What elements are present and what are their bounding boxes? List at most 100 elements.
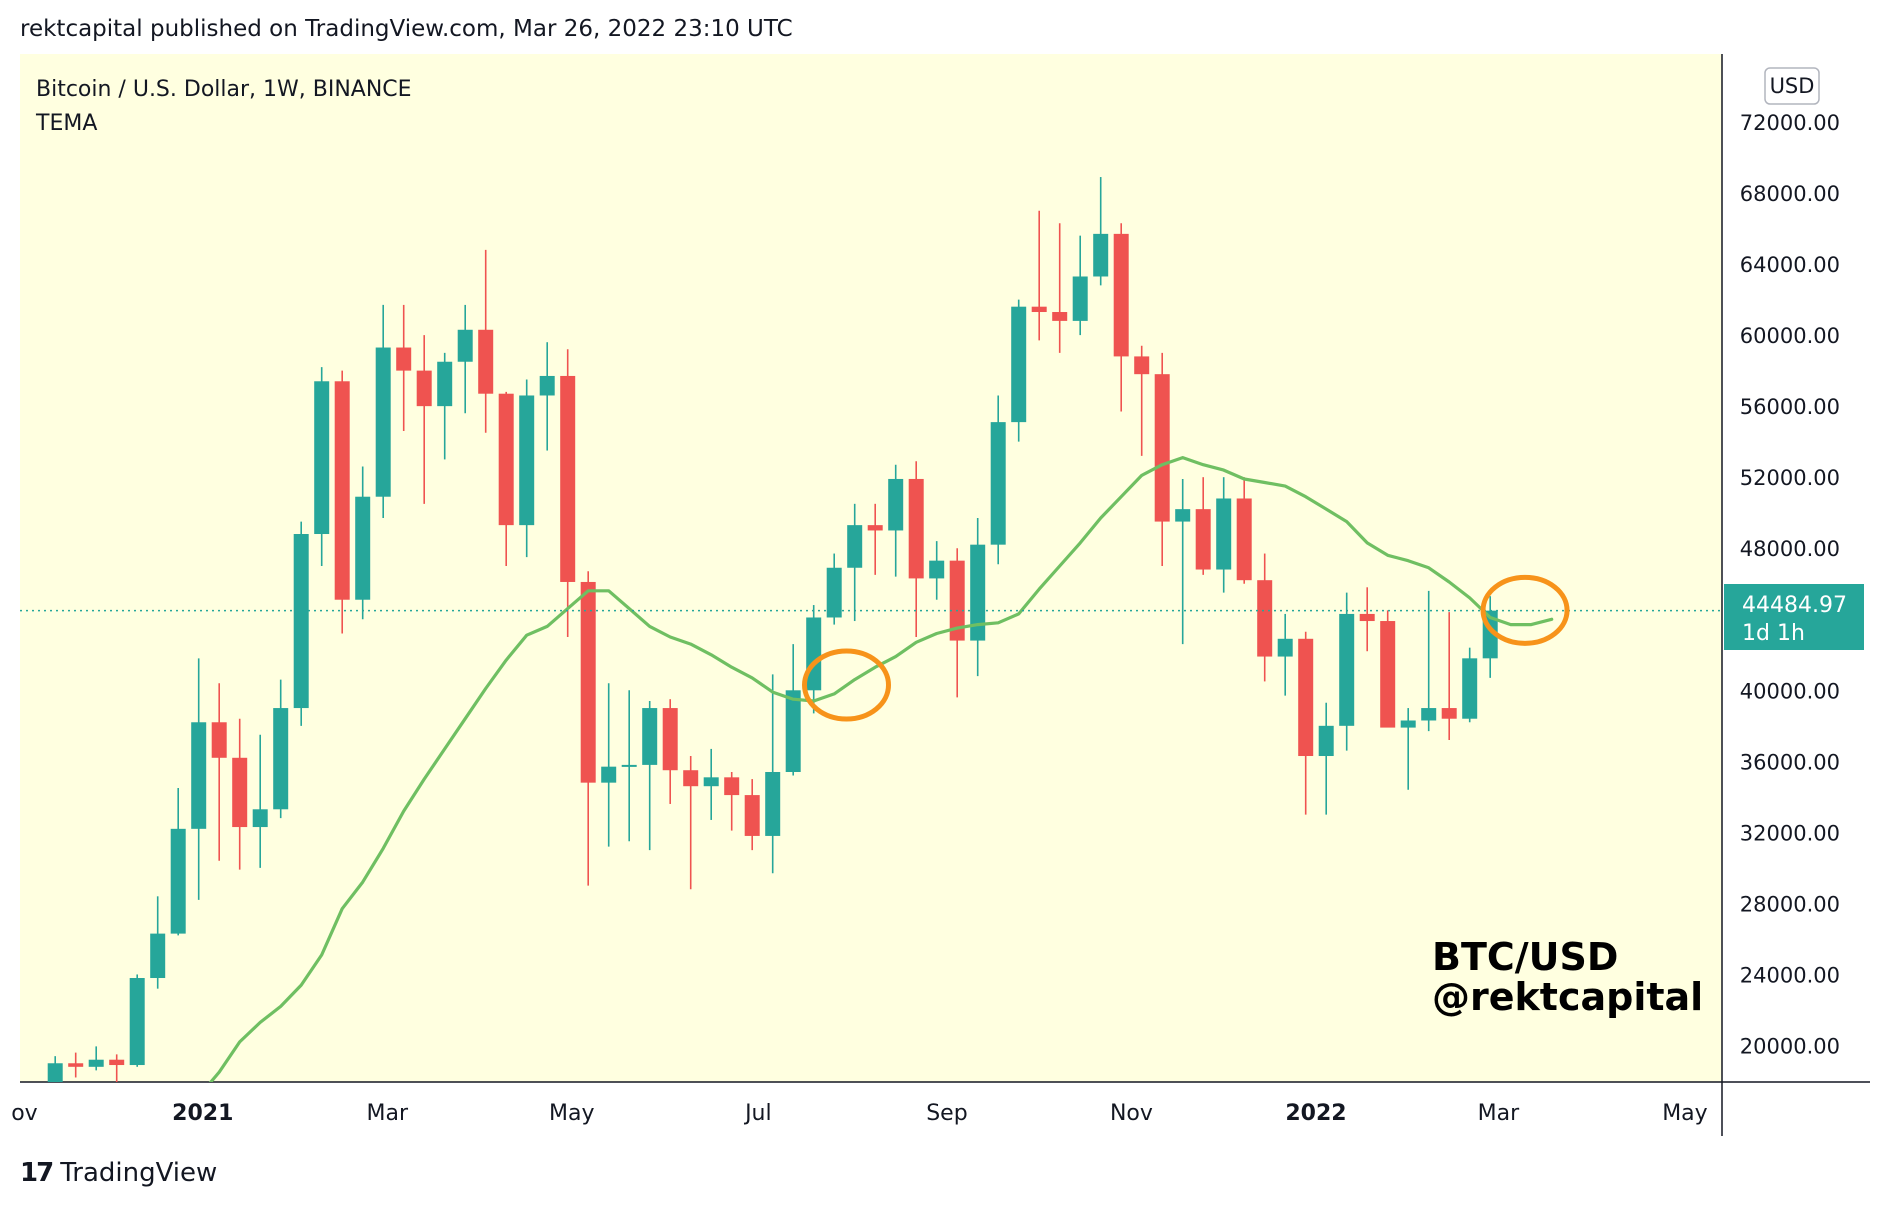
candle-body: [1277, 638, 1293, 657]
candle-body: [1011, 306, 1027, 423]
candle-body: [1359, 613, 1375, 622]
candle: [1011, 299, 1027, 442]
price-badge-countdown: 1d 1h: [1742, 621, 1805, 646]
candle-body: [232, 757, 248, 828]
price-badge: 44484.97 1d 1h: [1724, 584, 1864, 650]
candle: [949, 548, 965, 698]
x-tick-label: 2021: [172, 1101, 233, 1126]
candle-body: [1318, 725, 1334, 757]
candle: [416, 335, 432, 504]
x-tick-label: 2022: [1285, 1101, 1346, 1126]
candle: [1441, 612, 1457, 741]
candle: [1216, 477, 1232, 593]
y-tick-label: 24000.00: [1740, 963, 1840, 987]
x-tick-label: May: [1662, 1101, 1707, 1126]
tradingview-logo-icon: 17: [20, 1158, 54, 1188]
candle-body: [929, 560, 945, 579]
candle-body: [191, 722, 207, 829]
candle: [355, 466, 371, 620]
candle: [580, 571, 596, 886]
candle: [252, 734, 268, 868]
candle-body: [1093, 233, 1109, 277]
candle-body: [1339, 613, 1355, 726]
candle: [232, 718, 248, 870]
candle-body: [683, 770, 699, 787]
candle-body: [293, 534, 309, 709]
y-tick-label: 56000.00: [1740, 395, 1840, 419]
candle-body: [252, 809, 268, 828]
candle: [88, 1046, 104, 1071]
candle: [744, 779, 760, 851]
candle: [683, 756, 699, 890]
candle-body: [621, 764, 637, 767]
candle: [560, 349, 576, 638]
candle-body: [1134, 356, 1150, 375]
candle: [457, 304, 473, 414]
candle-body: [1421, 708, 1437, 721]
candle-body: [314, 381, 330, 535]
y-tick-label: 40000.00: [1740, 679, 1840, 703]
candle: [437, 352, 453, 460]
candle: [191, 658, 207, 900]
currency-badge[interactable]: USD: [1764, 67, 1820, 105]
candle: [396, 304, 412, 432]
candle: [662, 699, 678, 804]
candle: [211, 683, 227, 861]
candle: [47, 1056, 63, 1082]
candle: [642, 700, 658, 851]
x-tick-label: May: [549, 1101, 594, 1126]
annotation-circle: [802, 648, 891, 722]
candle-body: [744, 795, 760, 836]
candle: [1298, 631, 1314, 815]
candle: [724, 771, 740, 831]
candle-body: [1216, 498, 1232, 570]
candle-body: [1236, 498, 1252, 581]
candle: [1257, 553, 1273, 682]
x-tick-label: Sep: [926, 1101, 967, 1126]
candle: [826, 553, 842, 625]
candle-body: [1175, 509, 1191, 522]
candle-body: [580, 581, 596, 783]
candle: [867, 503, 883, 575]
candle-body: [109, 1059, 125, 1066]
candle: [375, 304, 391, 519]
candle: [990, 395, 1006, 565]
y-tick-label: 64000.00: [1740, 253, 1840, 277]
candle: [293, 521, 309, 726]
legend-symbol: Bitcoin / U.S. Dollar, 1W, BINANCE: [36, 77, 412, 102]
candle: [129, 974, 145, 1067]
candle-body: [416, 370, 432, 407]
candle: [1236, 477, 1252, 584]
candle: [765, 674, 781, 874]
candle: [1134, 345, 1150, 456]
tradingview-logo[interactable]: 17 TradingView: [20, 1158, 217, 1188]
candle: [1031, 210, 1047, 341]
y-tick-label: 60000.00: [1740, 324, 1840, 348]
candle: [1195, 477, 1211, 575]
candle: [1175, 478, 1191, 645]
candle-body: [1072, 276, 1088, 321]
candle: [1093, 177, 1109, 286]
x-tick-label: Jul: [743, 1101, 772, 1126]
candle: [539, 342, 555, 451]
candle-body: [1380, 621, 1396, 728]
candle: [1154, 352, 1170, 566]
candle: [334, 370, 350, 634]
candle-body: [908, 478, 924, 579]
candle: [150, 896, 166, 989]
candle-body: [765, 771, 781, 836]
candle-body: [498, 393, 514, 526]
candle-body: [703, 777, 719, 787]
candle: [1339, 592, 1355, 751]
candle: [601, 683, 617, 847]
candle: [170, 787, 186, 936]
candle: [314, 367, 330, 566]
candle: [785, 644, 801, 776]
tema-line: [208, 456, 1554, 1082]
y-tick-label: 48000.00: [1740, 537, 1840, 561]
candle: [519, 379, 535, 558]
candle-body: [1298, 638, 1314, 757]
candle-body: [457, 329, 473, 362]
candle-body: [1195, 509, 1211, 570]
